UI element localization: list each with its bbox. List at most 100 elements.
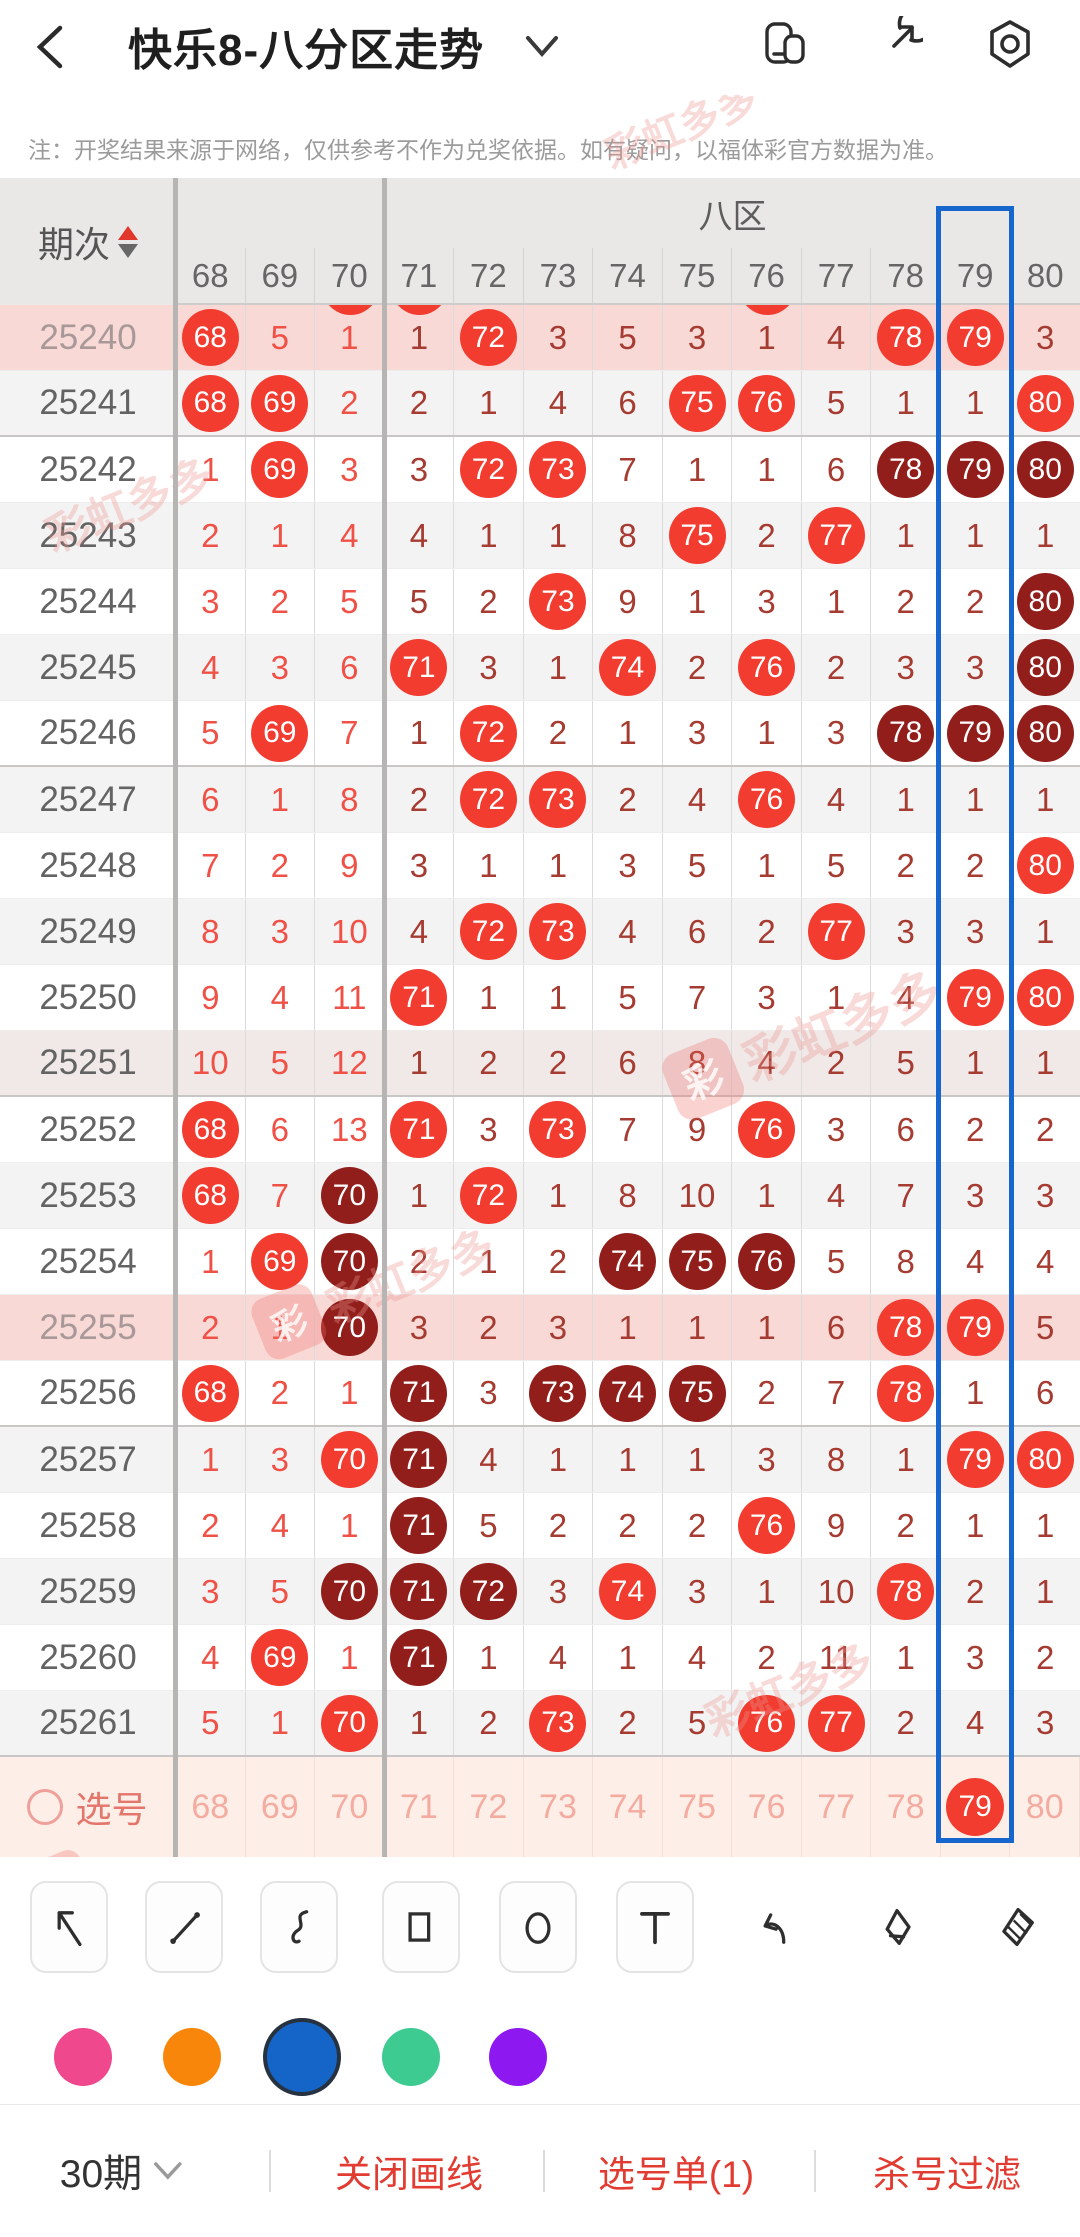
trend-cell: 73 — [524, 899, 594, 964]
periods-dropdown[interactable]: 30期 — [60, 2143, 184, 2199]
drawn-number-ball: 72 — [459, 704, 517, 762]
ticket-button[interactable]: 选号单(1) — [597, 2154, 755, 2195]
trend-cell: 1 — [593, 701, 663, 765]
trend-cell: 71 — [385, 1427, 455, 1492]
divider — [814, 2150, 816, 2192]
back-icon[interactable] — [28, 22, 74, 72]
column-header-69: 69 — [246, 248, 316, 303]
select-number-75[interactable]: 75 — [663, 1757, 733, 1857]
color-swatch-1[interactable] — [54, 2028, 112, 2086]
select-number-79[interactable]: 79 — [941, 1757, 1011, 1857]
trend-cell: 11 — [315, 965, 385, 1030]
trend-cell: 1 — [732, 1295, 802, 1360]
select-number-69[interactable]: 69 — [246, 1757, 316, 1857]
drawn-number-ball: 72 — [459, 1167, 517, 1224]
trend-cell: 80 — [1010, 437, 1080, 502]
trend-cell: 74 — [593, 1559, 663, 1624]
drawn-number-ball: 68 — [181, 1364, 239, 1422]
select-number-77[interactable]: 77 — [802, 1757, 872, 1857]
clipped-ball — [739, 305, 797, 316]
trend-cell: 69 — [246, 437, 316, 502]
select-number-78[interactable]: 78 — [871, 1757, 941, 1857]
trend-cell: 5 — [176, 1691, 246, 1755]
trend-cell: 8 — [802, 1427, 872, 1492]
trend-cell: 2 — [941, 833, 1011, 898]
trend-cell: 3 — [663, 305, 733, 370]
trend-cell: 2 — [732, 899, 802, 964]
trend-cell: 71 — [385, 1361, 455, 1425]
trend-cell: 3 — [176, 1559, 246, 1624]
drawn-number-ball: 73 — [529, 771, 587, 828]
trend-cell: 1 — [732, 437, 802, 502]
trend-cell: 1 — [385, 1031, 455, 1095]
select-number-76[interactable]: 76 — [732, 1757, 802, 1857]
select-number-74[interactable]: 74 — [593, 1757, 663, 1857]
share-icon[interactable] — [867, 5, 936, 72]
trend-cell: 79 — [941, 437, 1011, 502]
table-row-25261: 25261 5 1 70 1 2 73 2 5 76 77 2 4 3 — [0, 1691, 1080, 1757]
trend-cell: 2 — [454, 569, 524, 634]
trend-cell: 77 — [802, 899, 872, 964]
trend-cell: 76 — [732, 1691, 802, 1755]
drawn-number-ball: 73 — [529, 903, 587, 960]
period-cell: 25252 — [39, 1109, 137, 1149]
color-swatch-2[interactable] — [163, 2028, 221, 2086]
select-number-73[interactable]: 73 — [524, 1757, 594, 1857]
trend-cell: 1 — [663, 569, 733, 634]
trend-cell: 5 — [246, 1559, 316, 1624]
arrow-tool[interactable] — [30, 1881, 108, 1973]
trend-cell: 3 — [663, 701, 733, 765]
trend-cell: 75 — [663, 503, 733, 568]
kill-filter-button[interactable]: 杀号过滤 — [873, 2154, 1021, 2195]
trend-cell: 1 — [1036, 780, 1055, 818]
trend-cell: 1 — [176, 1427, 246, 1492]
chevron-down-icon[interactable] — [520, 30, 564, 64]
select-number-71[interactable]: 71 — [385, 1757, 455, 1857]
line-tool[interactable] — [145, 1881, 223, 1973]
undo-button[interactable] — [736, 1881, 814, 1973]
trend-cell: 2 — [385, 767, 455, 832]
drawn-number-ball: 71 — [390, 1497, 448, 1554]
period-header-label: 期次 — [37, 223, 110, 265]
settings-icon[interactable] — [982, 16, 1038, 72]
select-number-68[interactable]: 68 — [176, 1757, 246, 1857]
color-swatch-5[interactable] — [489, 2028, 547, 2086]
color-swatch-4[interactable] — [382, 2028, 440, 2086]
period-cell: 25241 — [39, 383, 137, 422]
table-row-25253: 25253 68 7 70 1 72 1 8 10 1 4 7 3 3 — [0, 1163, 1080, 1229]
trend-cell: 75 — [663, 371, 733, 435]
close-drawing-button[interactable]: 关闭画线 — [335, 2154, 483, 2195]
table-row-25242: 25242 1 69 3 3 72 73 7 1 1 6 78 79 80 — [0, 437, 1080, 503]
text-tool[interactable] — [616, 1881, 694, 1973]
select-number-72[interactable]: 72 — [454, 1757, 524, 1857]
table-row-25250: 25250 9 4 11 71 1 1 5 7 3 1 4 79 80 — [0, 965, 1080, 1031]
select-number-70[interactable]: 70 — [315, 1757, 385, 1857]
drawn-number-ball: 71 — [390, 1364, 448, 1422]
trend-cell: 3 — [246, 635, 316, 700]
rect-tool[interactable] — [382, 1881, 460, 1973]
drawn-number-ball: 69 — [251, 441, 309, 498]
select-number-80[interactable]: 80 — [1010, 1757, 1080, 1857]
clear-button[interactable] — [978, 1881, 1056, 1973]
drawn-number-ball: 78 — [877, 1563, 935, 1620]
table-row-25241: 25241 68 69 2 2 1 4 6 75 76 5 1 1 80 — [0, 371, 1080, 437]
curve-tool[interactable] — [260, 1881, 338, 1973]
ellipse-tool[interactable] — [499, 1881, 577, 1973]
compare-icon[interactable] — [757, 16, 813, 72]
period-sort-header[interactable]: 期次 — [0, 178, 176, 305]
select-row-label[interactable]: 选号 — [0, 1757, 176, 1857]
drawn-number-ball: 68 — [181, 309, 239, 366]
trend-cell: 3 — [454, 1361, 524, 1425]
trend-cell: 2 — [454, 1295, 524, 1360]
trend-cell: 4 — [524, 1625, 594, 1690]
drawn-number-ball: 68 — [181, 1101, 239, 1158]
drawn-number-ball: 70 — [320, 1431, 378, 1488]
period-cell: 25257 — [39, 1439, 137, 1479]
trend-cell: 3 — [1036, 1704, 1055, 1741]
trend-cell: 5 — [385, 569, 455, 634]
trend-cell: 71 — [385, 1625, 455, 1690]
color-swatch-3-selected[interactable] — [263, 2018, 341, 2096]
sort-desc-icon — [118, 243, 138, 258]
eraser-button[interactable] — [858, 1881, 936, 1973]
table-row-25254: 25254 1 69 70 2 1 2 74 75 76 5 8 4 4 — [0, 1229, 1080, 1295]
